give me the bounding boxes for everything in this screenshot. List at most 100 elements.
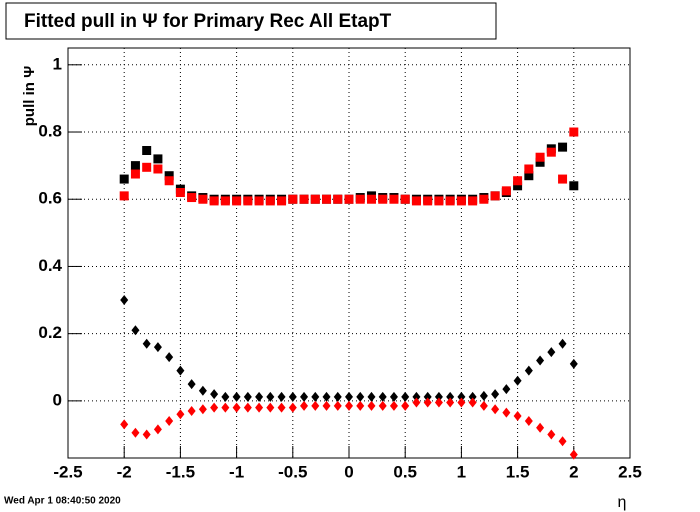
diamond-marker (367, 400, 376, 411)
y-tick-label: 1 (53, 54, 62, 73)
diamond-marker (210, 402, 219, 413)
square-marker (119, 174, 129, 184)
square-marker (445, 196, 455, 206)
square-marker (344, 194, 354, 204)
square-marker (558, 174, 568, 184)
diamond-marker (243, 391, 252, 402)
diamond-marker (187, 405, 196, 416)
x-tick-label: -2 (117, 462, 132, 481)
diamond-marker (266, 402, 275, 413)
x-tick-label: -1.5 (166, 462, 195, 481)
diamond-marker (389, 400, 398, 411)
diamond-marker (412, 391, 421, 402)
x-axis-label: η (618, 494, 627, 511)
x-tick-label: 1 (457, 462, 466, 481)
diamond-marker (288, 391, 297, 402)
square-marker (187, 193, 197, 203)
square-marker (119, 191, 129, 201)
square-marker (265, 196, 275, 206)
square-marker (198, 194, 208, 204)
diamond-marker (300, 400, 309, 411)
diamond-marker (333, 400, 342, 411)
square-marker (288, 194, 298, 204)
diamond-marker (333, 391, 342, 402)
square-marker (569, 181, 579, 191)
diamond-marker (198, 385, 207, 396)
square-marker (366, 194, 376, 204)
square-marker (546, 147, 556, 157)
diamond-marker (502, 384, 511, 395)
diamond-marker (142, 338, 151, 349)
square-marker (232, 196, 242, 206)
diamond-marker (243, 402, 252, 413)
diamond-marker (221, 391, 230, 402)
y-axis-label: pull in Ψ (21, 66, 38, 126)
square-marker (164, 176, 174, 186)
diamond-marker (401, 400, 410, 411)
diamond-marker (142, 429, 151, 440)
square-marker (423, 196, 433, 206)
diamond-marker (446, 397, 455, 408)
diamond-marker (356, 400, 365, 411)
diamond-marker (232, 391, 241, 402)
x-tick-label: 1.5 (506, 462, 530, 481)
diamond-marker (153, 342, 162, 353)
square-marker (434, 196, 444, 206)
square-marker (142, 146, 152, 155)
diamond-marker (210, 389, 219, 400)
diamond-marker (423, 397, 432, 408)
square-marker (524, 171, 534, 181)
y-tick-label: 0 (53, 390, 62, 409)
square-marker (479, 194, 489, 204)
x-tick-label: 2.5 (618, 462, 642, 481)
diamond-marker (288, 402, 297, 413)
square-marker (535, 152, 545, 162)
diamond-marker (513, 410, 522, 421)
square-marker (277, 196, 287, 206)
diamond-marker (569, 449, 578, 460)
square-marker (400, 194, 410, 204)
square-marker (513, 176, 523, 186)
diamond-marker (198, 404, 207, 415)
square-marker (130, 161, 140, 171)
diamond-marker (479, 390, 488, 401)
diamond-marker (468, 391, 477, 402)
diamond-marker (311, 400, 320, 411)
diamond-marker (457, 397, 466, 408)
diamond-marker (569, 358, 578, 369)
diamond-marker (221, 402, 230, 413)
square-marker (524, 164, 534, 174)
diamond-marker (457, 391, 466, 402)
diamond-marker (165, 352, 174, 363)
footer-date: Wed Apr 1 08:40:50 2020 (4, 496, 121, 507)
square-marker (299, 194, 309, 204)
square-marker (333, 194, 343, 204)
y-tick-label: 0.4 (38, 256, 62, 275)
diamond-marker (120, 419, 129, 430)
x-tick-label: -2.5 (53, 462, 82, 481)
square-marker (378, 194, 388, 204)
square-marker (322, 194, 332, 204)
diamond-marker (120, 295, 129, 306)
diamond-marker (558, 436, 567, 447)
y-tick-label: 0.2 (38, 323, 62, 342)
diamond-marker (423, 391, 432, 402)
y-tick-label: 0.8 (38, 122, 62, 141)
square-marker (355, 194, 365, 204)
square-marker (456, 196, 466, 206)
x-tick-label: -0.5 (278, 462, 307, 481)
diamond-marker (446, 391, 455, 402)
diamond-marker (502, 407, 511, 418)
square-marker (558, 142, 568, 152)
square-marker (490, 191, 500, 201)
square-marker (130, 169, 140, 179)
diamond-marker (277, 391, 286, 402)
diamond-marker (345, 391, 353, 402)
square-marker (535, 157, 545, 167)
square-marker (310, 194, 320, 204)
square-marker (254, 196, 264, 206)
diamond-marker (232, 402, 241, 413)
diamond-marker (277, 402, 286, 413)
diamond-marker (131, 427, 140, 438)
square-marker (164, 171, 174, 181)
